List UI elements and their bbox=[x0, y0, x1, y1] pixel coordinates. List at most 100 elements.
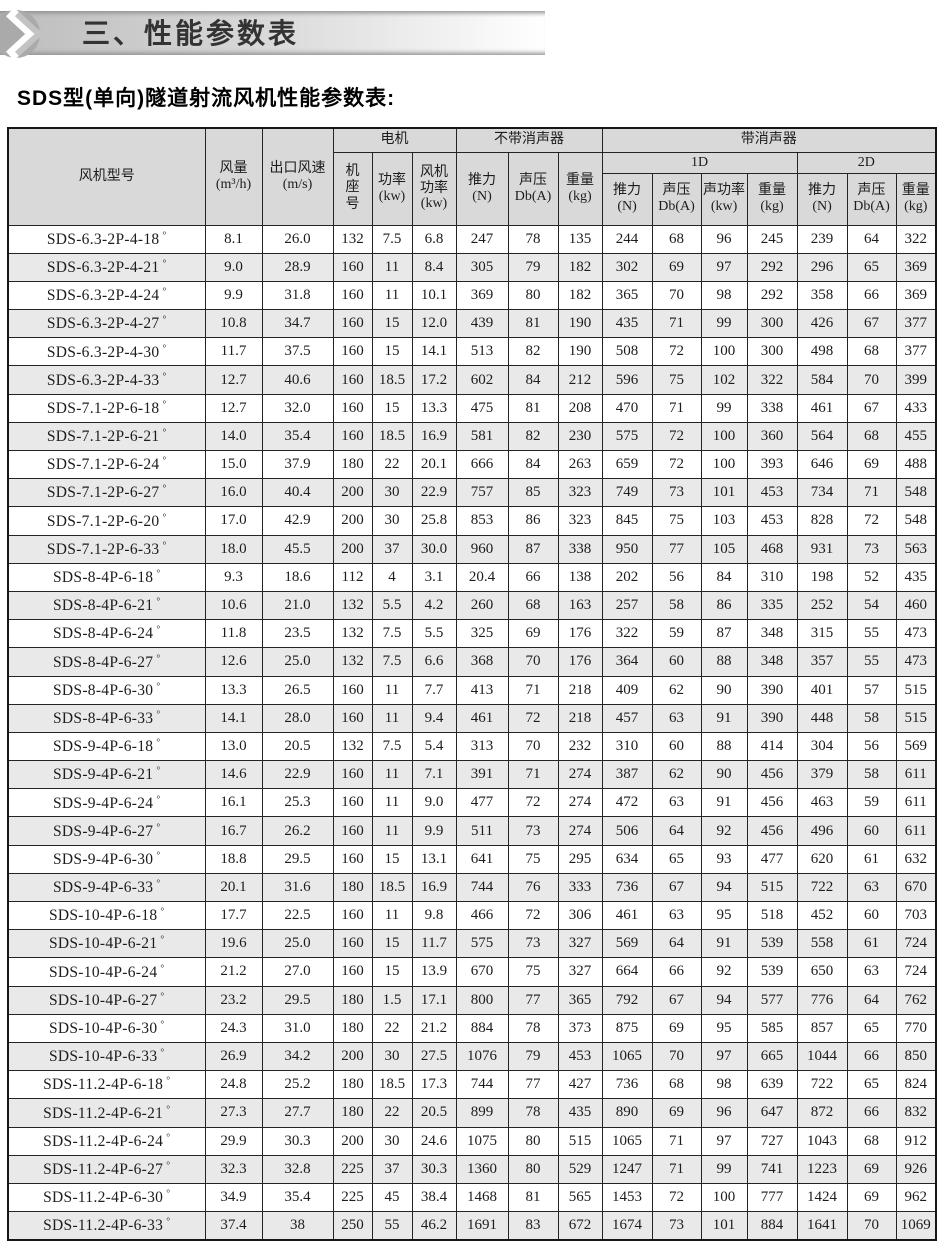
value-cell: 45 bbox=[371, 1182, 413, 1213]
value-cell: 160 bbox=[332, 929, 373, 959]
value-cell: 596 bbox=[601, 365, 653, 395]
value-cell: 95 bbox=[700, 900, 748, 931]
value-cell: 25.3 bbox=[261, 788, 334, 818]
value-cell: 200 bbox=[332, 478, 373, 508]
value-cell: 762 bbox=[895, 985, 937, 1015]
value-cell: 292 bbox=[746, 252, 798, 282]
value-cell: 16.0 bbox=[204, 478, 263, 508]
model-cell: SDS-8-4P-6-18 ° bbox=[7, 562, 206, 592]
value-cell: 13.9 bbox=[411, 957, 457, 987]
value-cell: 66 bbox=[651, 957, 702, 987]
value-cell: 845 bbox=[601, 506, 653, 536]
value-cell: 304 bbox=[796, 731, 848, 762]
value-cell: 1223 bbox=[796, 1154, 848, 1184]
value-cell: 252 bbox=[796, 590, 848, 621]
value-cell: 22.9 bbox=[261, 760, 334, 790]
value-cell: 32.0 bbox=[261, 393, 334, 423]
value-cell: 515 bbox=[746, 872, 798, 903]
value-cell: 322 bbox=[746, 365, 798, 395]
value-cell: 1075 bbox=[455, 1126, 509, 1156]
value-cell: 828 bbox=[796, 506, 848, 536]
value-cell: 770 bbox=[895, 1013, 937, 1043]
value-cell: 68 bbox=[507, 590, 559, 621]
table-row: SDS-9-4P-6-33 ° 20.1 31.6 180 18.5 16.9 744 76 33… bbox=[7, 872, 937, 903]
value-cell: 90 bbox=[700, 760, 748, 790]
value-cell: 323 bbox=[557, 506, 603, 536]
value-cell: 565 bbox=[557, 1182, 603, 1213]
value-cell: 11 bbox=[371, 675, 413, 705]
value-cell: 29.9 bbox=[204, 1126, 263, 1156]
value-cell: 64 bbox=[846, 985, 897, 1015]
value-cell: 950 bbox=[601, 534, 653, 564]
value-cell: 27.5 bbox=[411, 1041, 457, 1072]
value-cell: 1076 bbox=[455, 1041, 509, 1072]
value-cell: 69 bbox=[651, 1013, 702, 1043]
value-cell: 112 bbox=[332, 562, 373, 592]
value-cell: 1674 bbox=[601, 1211, 653, 1241]
value-cell: 8.1 bbox=[204, 224, 263, 254]
value-cell: 577 bbox=[746, 985, 798, 1015]
value-cell: 180 bbox=[332, 1098, 373, 1128]
value-cell: 105 bbox=[700, 534, 748, 564]
value-cell: 99 bbox=[700, 309, 748, 339]
value-cell: 369 bbox=[895, 280, 937, 311]
degree-mark: ° bbox=[162, 342, 167, 354]
value-cell: 208 bbox=[557, 393, 603, 423]
value-cell: 575 bbox=[601, 421, 653, 452]
table-row: SDS-11.2-4P-6-18 ° 24.8 25.2 180 18.5 17.3 744 7… bbox=[7, 1070, 937, 1100]
degree-mark: ° bbox=[156, 596, 161, 608]
value-cell: 15 bbox=[371, 309, 413, 339]
value-cell: 247 bbox=[455, 224, 509, 254]
value-cell: 218 bbox=[557, 675, 603, 705]
value-cell: 79 bbox=[507, 252, 559, 282]
value-cell: 7.5 bbox=[371, 647, 413, 677]
header-group-with-silencer: 带消声器 bbox=[601, 127, 937, 153]
section-banner: 三、性能参数表 bbox=[0, 8, 560, 60]
value-cell: 78 bbox=[507, 1098, 559, 1128]
value-cell: 32.8 bbox=[261, 1154, 334, 1184]
value-cell: 17.2 bbox=[411, 365, 457, 395]
value-cell: 59 bbox=[846, 788, 897, 818]
value-cell: 348 bbox=[746, 619, 798, 649]
header-thrust-1d: 推力 (N) bbox=[601, 172, 653, 226]
value-cell: 611 bbox=[895, 816, 937, 846]
value-cell: 73 bbox=[651, 478, 702, 508]
value-cell: 91 bbox=[700, 703, 748, 733]
value-cell: 850 bbox=[895, 1041, 937, 1072]
degree-mark: ° bbox=[156, 624, 161, 636]
value-cell: 32.3 bbox=[204, 1154, 263, 1184]
value-cell: 95 bbox=[700, 1013, 748, 1043]
value-cell: 369 bbox=[895, 252, 937, 282]
value-cell: 68 bbox=[846, 1126, 897, 1156]
value-cell: 16.1 bbox=[204, 788, 263, 818]
value-cell: 67 bbox=[651, 985, 702, 1015]
value-cell: 77 bbox=[507, 1070, 559, 1100]
value-cell: 90 bbox=[700, 675, 748, 705]
value-cell: 377 bbox=[895, 309, 937, 339]
value-cell: 456 bbox=[746, 816, 798, 846]
table-row: SDS-11.2-4P-6-27 ° 32.3 32.8 225 37 30.3 1360 80… bbox=[7, 1154, 937, 1184]
value-cell: 21.2 bbox=[204, 957, 263, 987]
value-cell: 30.0 bbox=[411, 534, 457, 564]
value-cell: 488 bbox=[895, 449, 937, 480]
value-cell: 9.0 bbox=[411, 788, 457, 818]
header-weight-ns: 重量 (kg) bbox=[557, 151, 603, 226]
value-cell: 322 bbox=[895, 224, 937, 254]
value-cell: 325 bbox=[455, 619, 509, 649]
value-cell: 160 bbox=[332, 337, 373, 367]
value-cell: 364 bbox=[601, 647, 653, 677]
table-row: SDS-6.3-2P-4-18 ° 8.1 26.0 132 7.5 6.8 247 78 135… bbox=[7, 224, 937, 254]
degree-mark: ° bbox=[162, 229, 167, 241]
table-row: SDS-7.1-2P-6-20 ° 17.0 42.9 200 30 25.8 853 86 32… bbox=[7, 506, 937, 536]
table-row: SDS-10-4P-6-27 ° 23.2 29.5 180 1.5 17.1 800 77 36… bbox=[7, 985, 937, 1015]
value-cell: 26.0 bbox=[261, 224, 334, 254]
value-cell: 65 bbox=[651, 844, 702, 874]
value-cell: 1691 bbox=[455, 1211, 509, 1241]
model-cell: SDS-11.2-4P-6-33 ° bbox=[7, 1211, 206, 1241]
value-cell: 724 bbox=[895, 929, 937, 959]
value-cell: 75 bbox=[507, 844, 559, 874]
value-cell: 757 bbox=[455, 478, 509, 508]
value-cell: 30 bbox=[371, 1126, 413, 1156]
model-cell: SDS-8-4P-6-21 ° bbox=[7, 590, 206, 621]
table-row: SDS-11.2-4P-6-21 ° 27.3 27.7 180 22 20.5 899 78 4… bbox=[7, 1098, 937, 1128]
